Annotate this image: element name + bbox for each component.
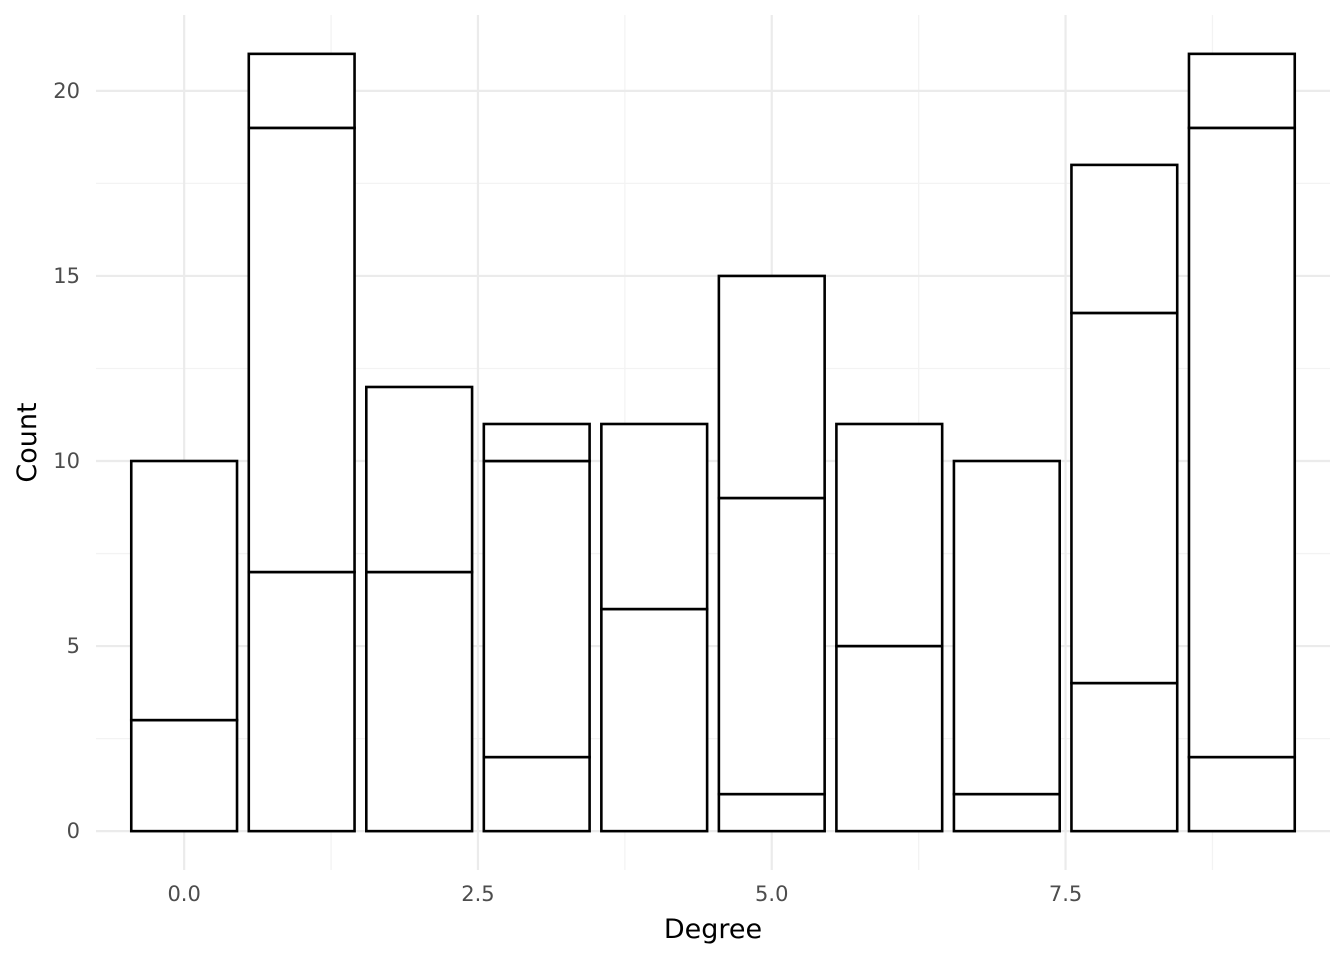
bar-segment <box>365 385 474 574</box>
y-tick-label: 10 <box>53 449 80 473</box>
y-axis-title: Count <box>12 402 43 482</box>
bar-segment <box>482 459 591 759</box>
bar-segment <box>717 274 826 500</box>
bar-stack <box>600 422 709 833</box>
bar-segment <box>482 755 591 833</box>
bar-segment <box>952 459 1061 796</box>
bar-segment <box>1070 311 1179 685</box>
bar-segment <box>600 422 709 611</box>
x-tick-label: 0.0 <box>167 882 200 906</box>
bar-segment <box>835 644 944 833</box>
bar-stack <box>1187 52 1297 833</box>
bar-segment <box>482 422 591 463</box>
y-tick-label: 20 <box>53 79 80 103</box>
bar-segment <box>1187 755 1297 833</box>
y-tick-label: 15 <box>53 264 80 288</box>
bar-segment <box>1070 163 1179 315</box>
bar-stack <box>952 459 1061 833</box>
x-tick-label: 5.0 <box>755 882 788 906</box>
bar-segment <box>717 496 826 796</box>
bar-stack <box>247 52 356 833</box>
bar-segment <box>129 718 239 833</box>
x-axis-title: Degree <box>664 914 762 945</box>
bar-segment <box>600 607 709 833</box>
bar-segment <box>835 422 944 648</box>
bars <box>129 52 1297 833</box>
bar-segment <box>247 52 356 130</box>
x-tick-label: 7.5 <box>1049 882 1082 906</box>
bar-segment <box>717 792 826 833</box>
bar-segment <box>129 459 239 722</box>
bar-stack <box>482 422 591 833</box>
bar-segment <box>247 126 356 574</box>
bar-stack <box>365 385 474 833</box>
bar-stack <box>835 422 944 833</box>
y-tick-label: 5 <box>67 634 80 658</box>
x-tick-label: 2.5 <box>461 882 494 906</box>
bar-stack <box>717 274 826 833</box>
bar-stack <box>1070 163 1179 833</box>
x-axis-ticks: 0.0 2.5 5.0 7.5 <box>167 882 1082 906</box>
y-tick-label: 0 <box>67 819 80 843</box>
bar-segment <box>1070 681 1179 833</box>
bar-segment <box>1187 126 1297 759</box>
bar-stack <box>129 459 239 833</box>
bar-segment <box>247 570 356 833</box>
bar-segment <box>952 792 1061 833</box>
bar-segment <box>365 570 474 833</box>
bar-segment <box>1187 52 1297 130</box>
y-axis-ticks: 0 5 10 15 20 <box>53 79 80 843</box>
